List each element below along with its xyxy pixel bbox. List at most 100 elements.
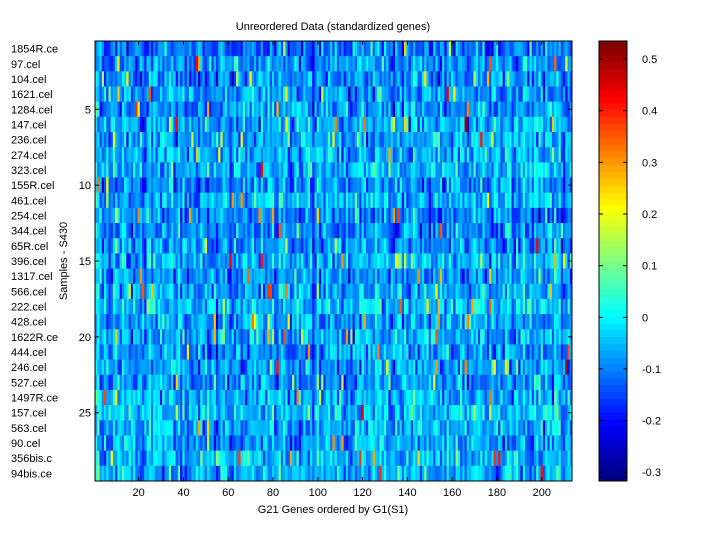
heatmap-cell [245,207,248,224]
heatmap-cell [392,147,396,163]
heatmap-cell [314,101,318,118]
heatmap-cell [377,344,380,361]
heatmap-cell [106,314,109,330]
heatmap-cell [323,359,327,376]
heatmap-cell [162,314,165,330]
heatmap-cell [171,298,174,315]
heatmap-cell [101,41,105,57]
heatmap-cell [460,162,463,178]
heatmap-cell [374,162,378,178]
heatmap-cell [540,86,544,103]
heatmap-cell [457,207,461,224]
heatmap-cell [354,207,358,224]
heatmap-cell [361,329,365,345]
heatmap-cell [227,223,230,239]
heatmap-cell [475,253,479,269]
heatmap-cell [442,41,445,57]
heatmap-cell [540,329,544,345]
heatmap-cell [283,329,286,345]
heatmap-cell [482,147,486,163]
heatmap-cell [345,253,349,269]
heatmap-cell [296,389,300,406]
heatmap-cell [146,177,150,194]
heatmap-cell [305,314,309,330]
heatmap-cell [383,86,387,103]
heatmap-cell [321,223,324,239]
heatmap-cell [352,223,356,239]
heatmap-cell [327,71,331,87]
heatmap-cell [428,56,432,72]
heatmap-cell [191,389,194,406]
heatmap-cell [480,177,483,194]
heatmap-cell [148,192,152,209]
heatmap-cell [383,162,387,178]
heatmap-cell [224,389,228,406]
heatmap-cell [171,253,174,269]
heatmap-cell [99,147,103,163]
heatmap-cell [285,389,288,406]
heatmap-cell [357,298,360,315]
heatmap-cell [413,268,416,285]
heatmap-cell [554,192,557,209]
heatmap-cell [365,359,369,376]
heatmap-cell [278,116,282,133]
heatmap-cell [357,177,360,194]
heatmap-cell [339,253,342,269]
heatmap-cell [462,283,465,300]
heatmap-cell [117,71,121,87]
heatmap-cell [106,71,109,87]
heatmap-cell [229,329,233,345]
heatmap-cell [430,283,434,300]
heatmap-cell [493,223,497,239]
heatmap-cell [267,162,271,178]
heatmap-cell [348,192,351,209]
heatmap-cell [130,41,134,57]
heatmap-cell [509,116,512,133]
heatmap-cell [392,41,396,57]
heatmap-cell [345,162,349,178]
heatmap-cell [372,192,376,209]
heatmap-cell [381,253,385,269]
heatmap-cell [213,207,217,224]
heatmap-cell [451,132,454,148]
heatmap-cell [318,283,322,300]
heatmap-cell [533,223,537,239]
heatmap-cell [545,71,548,87]
heatmap-cell [464,298,468,315]
heatmap-cell [119,101,123,118]
heatmap-cell [224,147,228,163]
heatmap-cell [95,56,98,72]
heatmap-cell [236,253,239,269]
heatmap-cell [511,359,515,376]
heatmap-cell [204,268,208,285]
heatmap-cell [406,147,409,163]
heatmap-cell [482,359,486,376]
heatmap-cell [117,374,121,391]
heatmap-cell [177,223,181,239]
heatmap-cell [504,329,508,345]
heatmap-cell [421,298,425,315]
heatmap-cell [491,329,495,345]
heatmap-cell [162,253,165,269]
heatmap-cell [531,132,535,148]
heatmap-cell [222,223,226,239]
heatmap-cell [388,116,392,133]
heatmap-cell [262,207,266,224]
heatmap-cell [433,283,436,300]
heatmap-cell [551,132,555,148]
heatmap-cell [408,314,412,330]
heatmap-cell [419,374,423,391]
heatmap-cell [339,86,342,103]
heatmap-cell [209,147,212,163]
heatmap-cell [271,207,275,224]
heatmap-cell [565,359,568,376]
heatmap-cell [451,147,454,163]
heatmap-cell [166,56,170,72]
heatmap-cell [424,162,427,178]
heatmap-cell [285,162,288,178]
heatmap-cell [558,147,562,163]
heatmap-cell [184,132,188,148]
heatmap-cell [565,116,568,133]
heatmap-cell [305,238,309,254]
heatmap-cell [258,86,262,103]
